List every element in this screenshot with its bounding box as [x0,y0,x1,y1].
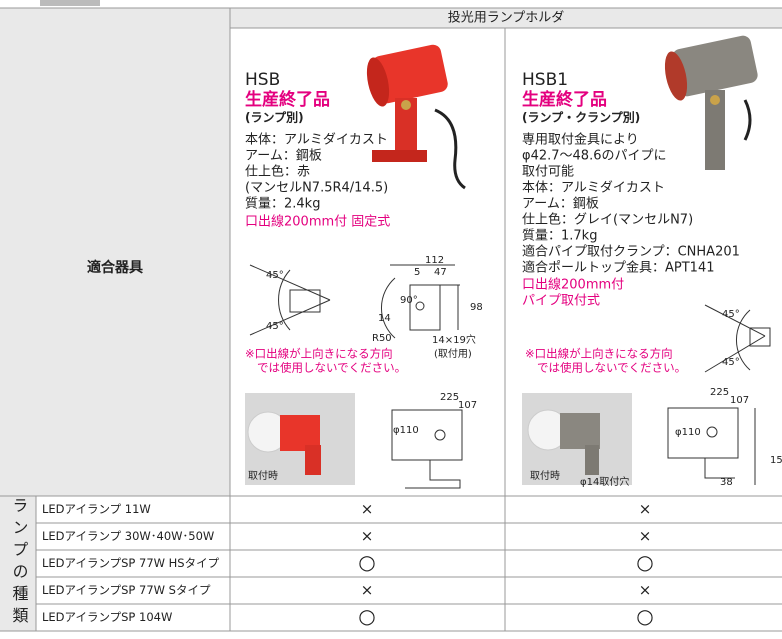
compat-mark: × [639,527,652,545]
status: 生産終了品 [245,89,330,110]
compat-mark: × [361,527,374,545]
lamp-name: LEDアイランプ 30W･40W･50W [42,529,214,543]
note: (ランプ別) [245,110,304,125]
drawing-label: 225 [710,387,729,398]
lamp-name: LEDアイランプSP 77W Sタイプ [42,583,211,597]
spec: 質量：2.4kg [245,197,320,212]
compat-mark: × [361,581,374,599]
hsb1-dimension-drawing [704,304,771,373]
model: HSB1 [522,70,568,90]
spec: 適合パイプ取付クランプ：CNHA201 [522,244,740,260]
compat-mark: ○ [358,604,375,628]
compat-mark: × [639,581,652,599]
photo-caption: 取付時 [530,469,560,482]
spec: 本体：アルミダイカスト [522,181,665,196]
compat-mark: ○ [636,550,653,574]
drawing-label: φ110 [675,427,701,438]
lamp-group-label: ランプの種類 [10,497,29,629]
hsb-side-drawing [391,409,463,489]
caution: では使用しないでください。 [257,361,406,375]
spec-red: パイプ取付式 [522,294,600,309]
spec: アーム：鋼板 [245,149,322,164]
drawing-label: 38 [720,477,733,488]
drawing-label: φ14取付穴 [580,475,629,488]
photo-caption: 取付時 [248,469,278,482]
dimension: R50 [372,333,392,344]
logo-fragment [40,0,100,6]
drawing-label: 107 [730,395,749,406]
spec: (マンセルN7.5R4/14.5) [245,181,388,196]
lamp-name: LEDアイランプSP 77W HSタイプ [42,556,220,570]
spec-red: 口出線200mm付 固定式 [245,214,390,230]
status: 生産終了品 [522,89,607,110]
caution: ※口出線が上向きになる方向 [525,347,673,361]
lamp-name: LEDアイランプ 11W [42,502,151,516]
spec: 専用取付金具により [522,132,639,148]
compat-mark: ○ [358,550,375,574]
dimension: 47 [434,267,447,278]
hsb1-image [664,35,758,170]
dimension: 90° [400,295,418,306]
caution: ※口出線が上向きになる方向 [245,347,393,361]
spec: 仕上色：赤 [245,164,310,180]
hsb-photo-lamp [247,411,321,475]
drawing-label: 107 [458,400,477,411]
spec: φ42.7〜48.6のパイプに [522,149,666,164]
spec: 質量：1.7kg [522,229,597,244]
dimension: (取付用) [434,347,472,360]
row-label: 適合器具 [87,259,143,276]
drawing-label: 156 [770,455,782,466]
lamp-name: LEDアイランプSP 104W [42,610,172,624]
hsb1-side-drawing [667,407,756,485]
compat-mark: ○ [636,604,653,628]
hsb-image [366,44,466,190]
note: (ランプ・クランプ別) [522,110,640,125]
model: HSB [245,70,280,90]
dimension: 14 [378,313,391,324]
compat-mark: × [639,500,652,518]
spec: 本体：アルミダイカスト [245,133,388,148]
caution: では使用しないでください。 [537,361,686,375]
dimension: 112 [425,255,444,266]
drawing-label: φ110 [393,425,419,436]
spec: 適合ポールトップ金具：APT141 [522,260,715,276]
dimension: 5 [414,267,420,278]
dimension: 45° [266,270,284,281]
table-lines [0,7,782,632]
spec: 仕上色：グレイ(マンセルN7) [522,212,693,228]
compat-mark: × [361,500,374,518]
label-bg [0,28,230,496]
hsb-dimension-drawing [249,264,460,339]
group-bg [0,496,36,631]
spec-red: 口出線200mm付 [522,277,624,293]
spec: 取付可能 [522,165,574,180]
spec: アーム：鋼板 [522,197,599,212]
hsb1-photo-lamp [527,409,600,475]
dimension: 45° [722,309,740,320]
dimension: 14×19穴 [432,333,476,346]
dimension: 98 [470,302,483,313]
dimension: 45° [722,357,740,368]
drawing-label: 225 [440,392,459,403]
header-title: 投光用ランプホルダ [448,10,565,26]
dimension: 45° [266,321,284,332]
header-bg [0,8,782,28]
